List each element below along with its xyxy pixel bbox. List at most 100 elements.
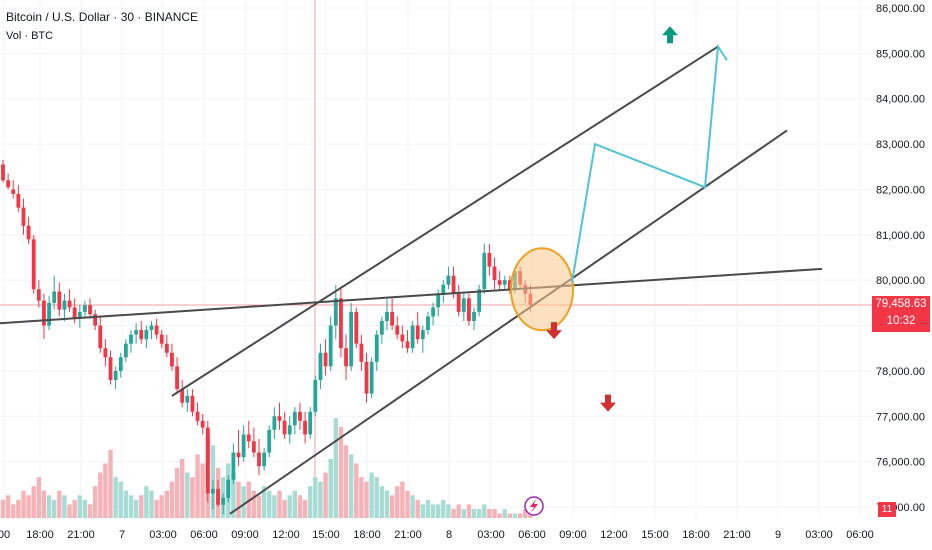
candle-body xyxy=(461,298,466,312)
volume-bar xyxy=(528,513,533,518)
volume-bar xyxy=(507,513,513,518)
candle-body xyxy=(246,434,251,442)
candle-body xyxy=(415,325,420,340)
candle-body xyxy=(344,348,348,367)
volume-bar xyxy=(318,481,323,518)
volume-bar xyxy=(415,499,420,518)
volume-bar xyxy=(41,490,47,518)
candle-body xyxy=(298,411,302,421)
candle-countdown: 10:32 xyxy=(886,315,916,327)
price-axis[interactable]: 86,000.00 85,000.00 84,000.00 83,000.00 82,0… xyxy=(876,3,925,514)
volume-bar xyxy=(384,490,390,518)
candle-body xyxy=(482,252,487,290)
candle-body xyxy=(426,316,430,331)
volume-bar xyxy=(359,477,364,518)
volume-bar xyxy=(405,490,410,518)
candle-body xyxy=(164,343,169,353)
candle-body xyxy=(103,348,108,358)
time-tick-label: 7 xyxy=(119,529,125,541)
volume-bar xyxy=(348,454,354,518)
volume-bar xyxy=(272,495,277,518)
candle-body xyxy=(446,275,451,285)
candle-body xyxy=(139,330,144,340)
drawings-layer[interactable] xyxy=(0,26,823,515)
time-tick-label: 06:00 xyxy=(190,529,218,541)
candle-body xyxy=(21,207,26,226)
volume-bar xyxy=(231,472,236,518)
candle-body xyxy=(26,225,31,240)
candle-body xyxy=(93,314,98,326)
volume-indicator-label[interactable]: Vol · BTC xyxy=(6,30,54,42)
volume-bar xyxy=(512,513,518,518)
candle-body xyxy=(16,193,21,208)
candle-body xyxy=(221,497,226,505)
volume-bar xyxy=(400,481,405,518)
volume-bar xyxy=(87,504,93,518)
volume-bar xyxy=(67,504,72,518)
volume-bar xyxy=(354,463,359,518)
volume-bar xyxy=(11,504,16,518)
volume-bar xyxy=(57,490,62,518)
candle-body xyxy=(216,488,220,505)
candle-body xyxy=(98,325,103,349)
candle-body xyxy=(354,311,359,344)
volume-bar xyxy=(154,499,159,518)
lightning-icon[interactable] xyxy=(524,496,544,516)
volume-bar xyxy=(118,481,123,518)
volume-bar xyxy=(200,463,205,518)
volume-bar xyxy=(456,504,461,518)
time-tick-label: 12:00 xyxy=(272,529,300,541)
candle-body xyxy=(77,311,82,319)
volume-bar xyxy=(441,499,446,518)
candle-body xyxy=(118,357,123,371)
symbol-title[interactable]: Bitcoin / U.S. Dollar · 30 · BINANCE xyxy=(6,10,199,24)
volume-bar xyxy=(256,495,262,518)
candle-body xyxy=(159,334,164,344)
candle-body xyxy=(31,239,36,290)
price-tick-label: 77,000.00 xyxy=(876,411,925,423)
volume-bar xyxy=(133,499,139,518)
volume-bar xyxy=(333,418,338,518)
candle-body xyxy=(328,325,333,367)
volume-bar xyxy=(425,499,431,518)
current-price-value: 79,458.63 xyxy=(875,298,927,310)
candle-body xyxy=(318,352,323,380)
time-tick-label: 9 xyxy=(775,529,781,541)
time-tick-label: 18:00 xyxy=(353,529,381,541)
volume-bar xyxy=(471,508,477,518)
candle-body xyxy=(154,325,159,335)
candle-body xyxy=(323,352,328,367)
candle-body xyxy=(456,293,461,312)
volume-bar xyxy=(502,508,507,518)
chart-legend: Bitcoin / U.S. Dollar · 30 · BINANCE Vol… xyxy=(6,10,198,42)
highlight-circle xyxy=(510,247,574,332)
volume-bar xyxy=(0,499,6,518)
lower-channel-line xyxy=(229,129,788,515)
candle-body xyxy=(451,275,456,294)
time-tick-label: 21:00 xyxy=(67,529,95,541)
volume-bar xyxy=(430,504,436,518)
candle-body xyxy=(241,434,246,458)
time-tick-label: 21:00 xyxy=(723,529,751,541)
volume-bar xyxy=(287,495,292,518)
volume-bar xyxy=(338,427,344,518)
volume-bar xyxy=(302,499,308,518)
candle-body xyxy=(364,361,369,394)
candle-body xyxy=(251,441,256,453)
candle-body xyxy=(272,416,277,430)
candle-body xyxy=(236,452,241,458)
volume-bar xyxy=(308,486,313,518)
candle-body xyxy=(211,488,215,494)
volume-bar xyxy=(5,495,11,518)
volume-bar xyxy=(236,481,241,518)
candle-body xyxy=(420,330,425,340)
candle-body xyxy=(507,280,512,290)
volume-bar xyxy=(369,472,374,518)
candle-body xyxy=(226,479,231,498)
time-axis[interactable]: 00 18:00 21:00 7 03:00 06:00 09:00 12:00 15:00 18… xyxy=(0,529,874,541)
candle-body xyxy=(170,352,174,367)
time-tick-label: 09:00 xyxy=(231,529,259,541)
volume-bar xyxy=(169,481,175,518)
time-tick-label: 03:00 xyxy=(149,529,177,541)
